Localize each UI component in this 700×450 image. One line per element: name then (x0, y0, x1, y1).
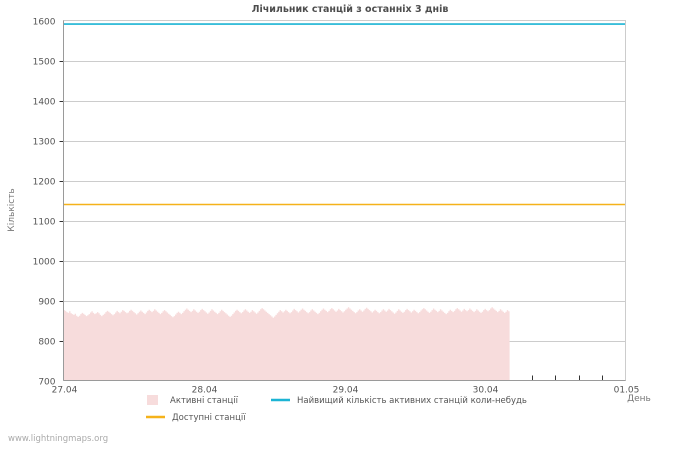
x-axis-ticks: 27.04 28.04 29.04 30.04 01.05 (52, 386, 640, 396)
y-tick-label: 1600 (33, 18, 56, 28)
legend-swatch-active-stations (147, 395, 158, 405)
x-tick-label: 30.04 (473, 386, 499, 396)
y-tick-label: 1500 (33, 58, 56, 68)
y-tick-label: 1000 (33, 258, 56, 268)
legend-label-active-stations: Активні станції (170, 396, 239, 406)
y-tick-label: 1400 (33, 98, 56, 108)
y-tick-label: 800 (38, 338, 55, 348)
y-tick-label: 1200 (33, 178, 56, 188)
x-axis-title: День (627, 394, 651, 404)
x-tick-label: 01.05 (614, 386, 640, 396)
x-tick-label: 28.04 (192, 386, 218, 396)
legend-item-active-stations: Активні станції (147, 395, 239, 406)
y-tick-label: 900 (38, 298, 55, 308)
y-axis-title: Кількість (7, 188, 17, 231)
y-tick-label: 1300 (33, 138, 56, 148)
gridlines (63, 61, 626, 342)
legend-item-peak-stations: Найвищий кількість активних станцій коли… (271, 396, 527, 406)
chart-title: Лічильник станцій з останніх 3 днів (252, 4, 449, 15)
series-area-active-stations (63, 307, 510, 381)
y-tick-label: 700 (38, 378, 55, 388)
series-layer (63, 23, 626, 381)
footer-watermark: www.lightningmaps.org (8, 434, 108, 444)
x-tick-label: 29.04 (333, 386, 359, 396)
chart-legend: Активні станції Найвищий кількість активн… (146, 395, 527, 423)
y-axis-ticks: 1600 1500 1400 1300 1200 1100 1000 900 800 700 (33, 18, 64, 388)
y-tick-label: 1100 (33, 218, 56, 228)
x-tick-label: 27.04 (52, 386, 78, 396)
legend-label-available-stations: Доступні станції (172, 413, 246, 423)
legend-label-peak-stations: Найвищий кількість активних станцій коли… (297, 396, 527, 406)
legend-item-available-stations: Доступні станції (146, 413, 246, 423)
